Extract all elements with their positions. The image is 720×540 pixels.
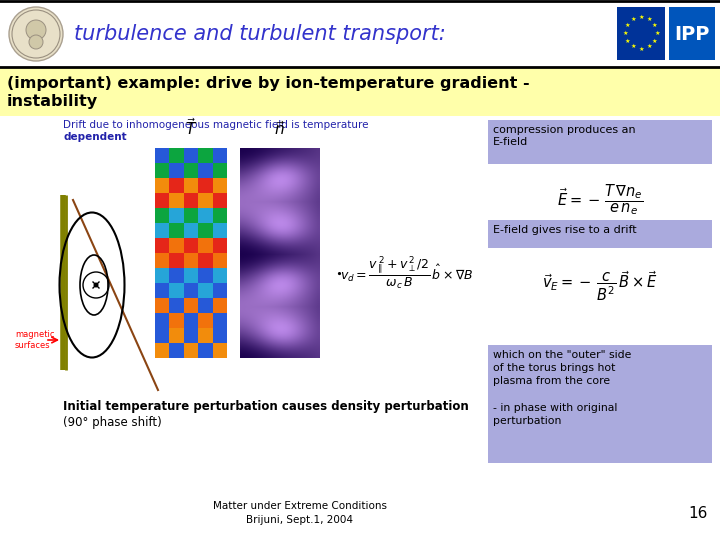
Text: ★: ★ — [624, 23, 630, 28]
Text: Initial temperature perturbation causes density perturbation: Initial temperature perturbation causes … — [63, 400, 469, 413]
Circle shape — [9, 7, 63, 61]
Text: ★: ★ — [630, 17, 636, 22]
Text: $\bullet$: $\bullet$ — [335, 268, 342, 278]
Bar — [488, 120, 712, 164]
Text: dependent: dependent — [63, 132, 127, 142]
Text: ★: ★ — [624, 38, 630, 44]
Text: ★: ★ — [630, 44, 636, 49]
Text: $\vec{n}$: $\vec{n}$ — [274, 120, 286, 138]
Text: $\vec{T}$: $\vec{T}$ — [185, 117, 197, 138]
Bar — [488, 220, 712, 248]
Text: magnetic
surfaces: magnetic surfaces — [15, 330, 55, 350]
Text: turbulence and turbulent transport:: turbulence and turbulent transport: — [74, 24, 446, 44]
Bar — [488, 345, 712, 463]
Text: (important) example: drive by ion-temperature gradient -: (important) example: drive by ion-temper… — [7, 76, 530, 91]
Text: compression produces an
E-field: compression produces an E-field — [493, 125, 636, 146]
Text: which on the "outer" side
of the torus brings hot
plasma from the core

- in pha: which on the "outer" side of the torus b… — [493, 350, 631, 426]
Text: $\vec{E} = -\,\dfrac{T\,\nabla n_e}{e\,n_e}$: $\vec{E} = -\,\dfrac{T\,\nabla n_e}{e\,n… — [557, 183, 643, 218]
Text: $v_d = \dfrac{v_\parallel^{\,2} + v_\perp^{\,2}/2}{\omega_c\, B}\,\hat{b}\times\: $v_d = \dfrac{v_\parallel^{\,2} + v_\per… — [340, 254, 474, 292]
Text: E-field gives rise to a drift: E-field gives rise to a drift — [493, 225, 636, 235]
Text: (90° phase shift): (90° phase shift) — [63, 416, 162, 429]
Circle shape — [26, 20, 46, 40]
Text: ★: ★ — [652, 38, 657, 44]
Bar — [0, 0, 720, 68]
Text: $\vec{v}_E = -\,\dfrac{c}{B^2}\,\vec{B}\times\vec{E}$: $\vec{v}_E = -\,\dfrac{c}{B^2}\,\vec{B}\… — [542, 269, 658, 303]
Bar — [669, 7, 715, 60]
Text: ★: ★ — [622, 30, 628, 36]
Text: ★: ★ — [638, 15, 644, 19]
Text: Drift due to inhomogeneous magnetic field is temperature: Drift due to inhomogeneous magnetic fiel… — [63, 120, 369, 130]
Circle shape — [29, 35, 43, 49]
Text: ★: ★ — [646, 17, 652, 22]
Text: ★: ★ — [654, 30, 660, 36]
Bar — [617, 7, 665, 60]
Text: IPP: IPP — [675, 24, 710, 44]
Text: Brijuni, Sept.1, 2004: Brijuni, Sept.1, 2004 — [246, 515, 354, 525]
Text: ★: ★ — [638, 46, 644, 51]
Text: Matter under Extreme Conditions: Matter under Extreme Conditions — [213, 501, 387, 511]
Text: instability: instability — [7, 94, 98, 109]
Text: ★: ★ — [652, 23, 657, 28]
Bar — [0, 68, 720, 116]
Text: 16: 16 — [688, 505, 708, 521]
Circle shape — [94, 282, 99, 287]
Text: ★: ★ — [646, 44, 652, 49]
